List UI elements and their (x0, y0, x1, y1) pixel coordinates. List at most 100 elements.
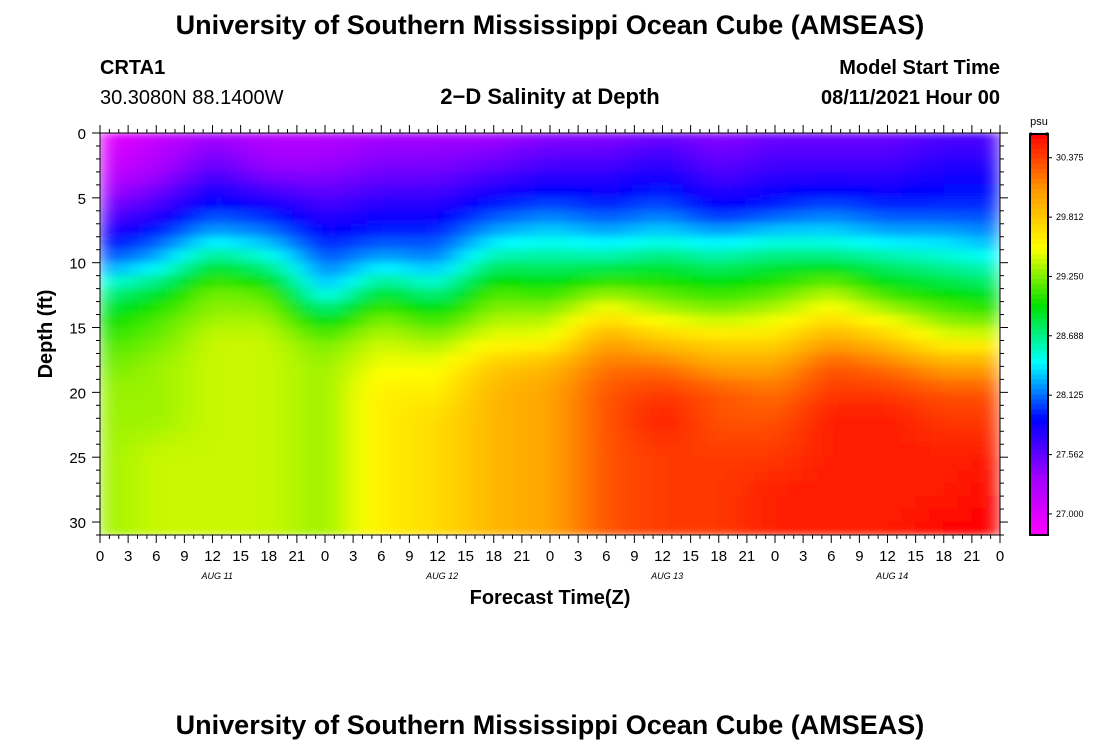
heatmap-cell (760, 210, 776, 225)
heatmap-cell (226, 184, 242, 199)
heatmap-cell (549, 339, 565, 354)
heatmap-cell (479, 417, 495, 432)
heatmap-cell (830, 456, 846, 471)
heatmap-cell (100, 365, 115, 380)
heatmap-cell (718, 417, 734, 432)
heatmap-cell (183, 430, 199, 445)
heatmap-cell (310, 145, 326, 160)
heatmap-cell (366, 133, 382, 147)
heatmap-cell (212, 365, 228, 380)
heatmap-cell (268, 378, 284, 393)
heatmap-cell (732, 210, 748, 225)
heatmap-cell (493, 508, 509, 523)
heatmap-cell (282, 456, 298, 471)
heatmap-cell (887, 210, 903, 225)
heatmap-cell (394, 197, 410, 212)
heatmap-cell (901, 314, 917, 329)
heatmap-cell (704, 508, 720, 523)
heatmap-cell (240, 197, 256, 212)
heatmap-cell (746, 456, 762, 471)
heatmap-cell (451, 288, 467, 303)
heatmap-cell (662, 365, 678, 380)
heatmap-cell (746, 314, 762, 329)
heatmap-cell (394, 314, 410, 329)
heatmap-cell (254, 430, 270, 445)
heatmap-cell (690, 133, 706, 147)
heatmap-cell (563, 378, 579, 393)
heatmap-cell (929, 171, 945, 186)
heatmap-cell (197, 508, 213, 523)
heatmap-cell (676, 508, 692, 523)
heatmap-cell (310, 184, 326, 199)
heatmap-cell (957, 365, 973, 380)
heatmap-cell (197, 443, 213, 458)
heatmap-cell (535, 495, 551, 510)
heatmap-cell (268, 236, 284, 251)
heatmap-cell (352, 236, 368, 251)
heatmap-cell (493, 417, 509, 432)
x-tick-label: 12 (654, 548, 671, 565)
heatmap-cell (465, 469, 481, 484)
heatmap-cell (844, 184, 860, 199)
heatmap-cell (169, 456, 185, 471)
heatmap-cell (479, 521, 495, 535)
heatmap-cell (718, 171, 734, 186)
heatmap-cell (633, 352, 649, 367)
heatmap-cell (310, 521, 326, 535)
heatmap-cell (662, 314, 678, 329)
heatmap-cell (169, 339, 185, 354)
heatmap-cell (732, 521, 748, 535)
heatmap-cell (352, 339, 368, 354)
heatmap-cell (324, 327, 340, 341)
heatmap-cell (437, 443, 453, 458)
heatmap-cell (240, 223, 256, 238)
heatmap-cell (802, 508, 818, 523)
heatmap-cell (310, 288, 326, 303)
heatmap-cell (563, 521, 579, 535)
heatmap-cell (324, 171, 340, 186)
heatmap-cell (985, 171, 1000, 186)
heatmap-cell (113, 327, 129, 341)
heatmap-cell (887, 197, 903, 212)
heatmap-cell (268, 314, 284, 329)
colorbar-band (1030, 243, 1048, 250)
heatmap-cell (746, 145, 762, 160)
heatmap-cell (437, 365, 453, 380)
heatmap-cell (451, 456, 467, 471)
colorbar-band (1030, 304, 1048, 310)
heatmap-cell (437, 327, 453, 341)
heatmap-cell (633, 223, 649, 238)
x-tick-label: 6 (377, 548, 385, 565)
heatmap-cell (802, 249, 818, 264)
colorbar-band (1030, 334, 1048, 340)
heatmap-cell (830, 430, 846, 445)
heatmap-cell (887, 288, 903, 303)
heatmap-cell (422, 145, 438, 160)
heatmap-cell (943, 210, 959, 225)
heatmap-cell (971, 262, 987, 277)
heatmap-cell (310, 210, 326, 225)
colorbar-band (1030, 228, 1048, 235)
heatmap-cell (619, 508, 635, 523)
heatmap-cell (100, 482, 115, 497)
heatmap-cell (141, 145, 157, 160)
heatmap-cell (971, 184, 987, 199)
heatmap-cell (718, 197, 734, 212)
heatmap-cell (633, 391, 649, 406)
heatmap-cell (704, 430, 720, 445)
heatmap-cell (493, 184, 509, 199)
heatmap-cell (268, 482, 284, 497)
heatmap-cell (830, 145, 846, 160)
heatmap-cell (493, 404, 509, 419)
heatmap-cell (127, 365, 143, 380)
heatmap-cell (226, 275, 242, 290)
heatmap-cell (521, 456, 537, 471)
heatmap-cell (465, 365, 481, 380)
heatmap-cell (324, 404, 340, 419)
heatmap-cell (479, 314, 495, 329)
heatmap-cell (155, 327, 171, 341)
heatmap-cell (338, 275, 354, 290)
heatmap-cell (915, 327, 931, 341)
heatmap-cell (100, 469, 115, 484)
heatmap-cell (254, 171, 270, 186)
